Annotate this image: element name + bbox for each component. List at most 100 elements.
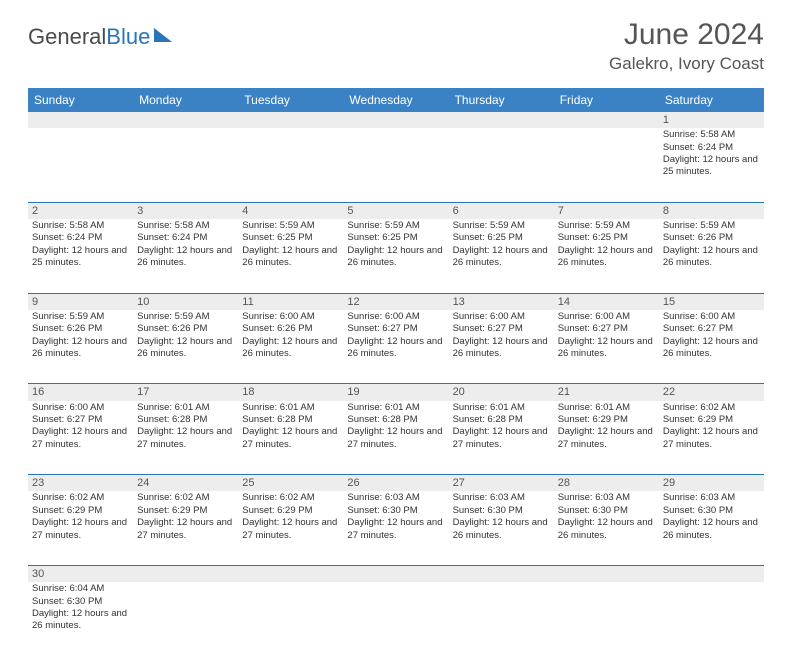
weekday-header: Thursday	[449, 88, 554, 112]
day-number-cell: 14	[554, 293, 659, 310]
weekday-header: Sunday	[28, 88, 133, 112]
day-number-cell	[28, 112, 133, 128]
month-title: June 2024	[609, 18, 764, 52]
day-number-cell: 27	[449, 475, 554, 492]
day-details: Sunrise: 6:00 AMSunset: 6:27 PMDaylight:…	[453, 311, 550, 360]
day-number-cell	[554, 565, 659, 582]
calendar-day-cell: Sunrise: 6:03 AMSunset: 6:30 PMDaylight:…	[554, 491, 659, 565]
calendar-day-cell: Sunrise: 5:58 AMSunset: 6:24 PMDaylight:…	[133, 219, 238, 293]
calendar-day-cell: Sunrise: 6:02 AMSunset: 6:29 PMDaylight:…	[659, 401, 764, 475]
day-details: Sunrise: 6:02 AMSunset: 6:29 PMDaylight:…	[137, 492, 234, 541]
calendar-day-cell: Sunrise: 6:00 AMSunset: 6:27 PMDaylight:…	[659, 310, 764, 384]
calendar-day-cell: Sunrise: 6:03 AMSunset: 6:30 PMDaylight:…	[659, 491, 764, 565]
day-number-cell: 20	[449, 384, 554, 401]
day-number-cell	[449, 565, 554, 582]
day-details: Sunrise: 6:00 AMSunset: 6:27 PMDaylight:…	[558, 311, 655, 360]
day-number-cell	[343, 565, 448, 582]
day-details: Sunrise: 6:03 AMSunset: 6:30 PMDaylight:…	[663, 492, 760, 541]
day-number-row: 16171819202122	[28, 384, 764, 401]
calendar-day-cell: Sunrise: 5:59 AMSunset: 6:25 PMDaylight:…	[343, 219, 448, 293]
day-details: Sunrise: 5:59 AMSunset: 6:25 PMDaylight:…	[242, 220, 339, 269]
calendar-day-cell: Sunrise: 6:03 AMSunset: 6:30 PMDaylight:…	[449, 491, 554, 565]
calendar-day-cell: Sunrise: 6:01 AMSunset: 6:29 PMDaylight:…	[554, 401, 659, 475]
day-number-cell: 18	[238, 384, 343, 401]
weekday-header: Friday	[554, 88, 659, 112]
calendar-day-cell	[659, 582, 764, 656]
calendar-day-cell: Sunrise: 5:59 AMSunset: 6:26 PMDaylight:…	[28, 310, 133, 384]
day-details: Sunrise: 6:03 AMSunset: 6:30 PMDaylight:…	[347, 492, 444, 541]
calendar-day-cell	[238, 128, 343, 202]
day-details: Sunrise: 6:00 AMSunset: 6:27 PMDaylight:…	[663, 311, 760, 360]
calendar-day-cell: Sunrise: 6:01 AMSunset: 6:28 PMDaylight:…	[449, 401, 554, 475]
day-number-cell: 5	[343, 202, 448, 219]
day-number-cell: 12	[343, 293, 448, 310]
calendar-day-cell: Sunrise: 5:58 AMSunset: 6:24 PMDaylight:…	[28, 219, 133, 293]
day-details: Sunrise: 6:02 AMSunset: 6:29 PMDaylight:…	[242, 492, 339, 541]
calendar-week-row: Sunrise: 6:00 AMSunset: 6:27 PMDaylight:…	[28, 401, 764, 475]
day-number-cell	[449, 112, 554, 128]
day-details: Sunrise: 5:59 AMSunset: 6:25 PMDaylight:…	[453, 220, 550, 269]
day-details: Sunrise: 6:01 AMSunset: 6:28 PMDaylight:…	[347, 402, 444, 451]
day-details: Sunrise: 6:03 AMSunset: 6:30 PMDaylight:…	[558, 492, 655, 541]
day-number-cell: 22	[659, 384, 764, 401]
logo-sail-icon	[154, 28, 172, 42]
page-header: GeneralBlue June 2024 Galekro, Ivory Coa…	[0, 0, 792, 82]
calendar-day-cell: Sunrise: 6:02 AMSunset: 6:29 PMDaylight:…	[238, 491, 343, 565]
calendar-week-row: Sunrise: 6:04 AMSunset: 6:30 PMDaylight:…	[28, 582, 764, 656]
weekday-header: Wednesday	[343, 88, 448, 112]
day-number-cell: 2	[28, 202, 133, 219]
calendar-day-cell: Sunrise: 6:01 AMSunset: 6:28 PMDaylight:…	[238, 401, 343, 475]
day-number-cell: 30	[28, 565, 133, 582]
calendar-day-cell	[133, 582, 238, 656]
day-details: Sunrise: 5:59 AMSunset: 6:25 PMDaylight:…	[558, 220, 655, 269]
calendar-day-cell	[343, 128, 448, 202]
calendar-day-cell: Sunrise: 5:59 AMSunset: 6:25 PMDaylight:…	[554, 219, 659, 293]
day-details: Sunrise: 5:59 AMSunset: 6:26 PMDaylight:…	[663, 220, 760, 269]
calendar-week-row: Sunrise: 5:59 AMSunset: 6:26 PMDaylight:…	[28, 310, 764, 384]
day-number-cell: 11	[238, 293, 343, 310]
logo-text-blue: Blue	[106, 24, 150, 50]
calendar-day-cell	[554, 128, 659, 202]
day-details: Sunrise: 5:59 AMSunset: 6:26 PMDaylight:…	[32, 311, 129, 360]
calendar-day-cell	[449, 128, 554, 202]
day-number-cell: 29	[659, 475, 764, 492]
day-details: Sunrise: 5:58 AMSunset: 6:24 PMDaylight:…	[663, 129, 760, 178]
day-number-row: 30	[28, 565, 764, 582]
calendar-day-cell: Sunrise: 6:04 AMSunset: 6:30 PMDaylight:…	[28, 582, 133, 656]
day-details: Sunrise: 6:01 AMSunset: 6:28 PMDaylight:…	[242, 402, 339, 451]
calendar-day-cell: Sunrise: 5:59 AMSunset: 6:25 PMDaylight:…	[238, 219, 343, 293]
day-number-cell: 19	[343, 384, 448, 401]
calendar-day-cell: Sunrise: 6:00 AMSunset: 6:26 PMDaylight:…	[238, 310, 343, 384]
day-details: Sunrise: 6:00 AMSunset: 6:27 PMDaylight:…	[347, 311, 444, 360]
day-number-cell: 23	[28, 475, 133, 492]
calendar-day-cell	[449, 582, 554, 656]
day-number-cell: 17	[133, 384, 238, 401]
day-details: Sunrise: 6:01 AMSunset: 6:28 PMDaylight:…	[137, 402, 234, 451]
day-details: Sunrise: 6:03 AMSunset: 6:30 PMDaylight:…	[453, 492, 550, 541]
calendar-week-row: Sunrise: 5:58 AMSunset: 6:24 PMDaylight:…	[28, 128, 764, 202]
calendar-week-row: Sunrise: 5:58 AMSunset: 6:24 PMDaylight:…	[28, 219, 764, 293]
day-number-cell: 26	[343, 475, 448, 492]
calendar-day-cell: Sunrise: 5:59 AMSunset: 6:25 PMDaylight:…	[449, 219, 554, 293]
day-number-cell: 10	[133, 293, 238, 310]
calendar-table: SundayMondayTuesdayWednesdayThursdayFrid…	[28, 88, 764, 656]
weekday-header: Monday	[133, 88, 238, 112]
calendar-day-cell: Sunrise: 6:00 AMSunset: 6:27 PMDaylight:…	[28, 401, 133, 475]
day-number-row: 9101112131415	[28, 293, 764, 310]
day-details: Sunrise: 6:00 AMSunset: 6:27 PMDaylight:…	[32, 402, 129, 451]
day-number-cell: 28	[554, 475, 659, 492]
day-number-row: 23242526272829	[28, 475, 764, 492]
day-details: Sunrise: 6:00 AMSunset: 6:26 PMDaylight:…	[242, 311, 339, 360]
weekday-header-row: SundayMondayTuesdayWednesdayThursdayFrid…	[28, 88, 764, 112]
day-number-cell	[554, 112, 659, 128]
location-label: Galekro, Ivory Coast	[609, 54, 764, 74]
calendar-day-cell: Sunrise: 6:02 AMSunset: 6:29 PMDaylight:…	[133, 491, 238, 565]
day-number-cell: 1	[659, 112, 764, 128]
calendar-day-cell: Sunrise: 6:03 AMSunset: 6:30 PMDaylight:…	[343, 491, 448, 565]
day-number-cell: 8	[659, 202, 764, 219]
calendar-week-row: Sunrise: 6:02 AMSunset: 6:29 PMDaylight:…	[28, 491, 764, 565]
weekday-header: Saturday	[659, 88, 764, 112]
calendar-day-cell	[554, 582, 659, 656]
day-number-cell	[238, 565, 343, 582]
day-number-cell	[238, 112, 343, 128]
